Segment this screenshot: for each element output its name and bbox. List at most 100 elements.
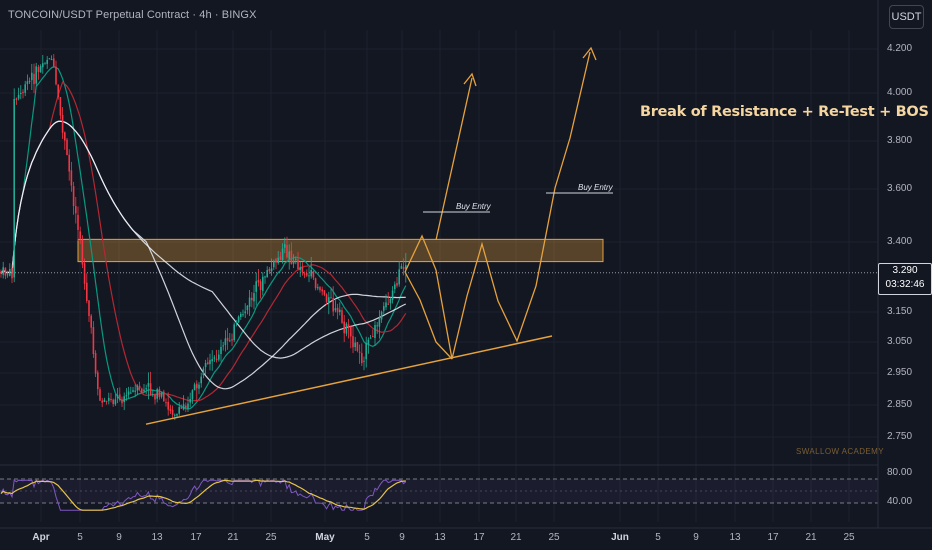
candlestick-series <box>0 54 407 421</box>
candle-body <box>35 66 37 84</box>
candle-body <box>204 363 207 368</box>
projection-path-retest <box>404 271 453 360</box>
candle-body <box>255 281 257 292</box>
candle-body <box>396 283 398 286</box>
annotation-break-of-resistance[interactable]: Break of Resistance + Re-Test + BOS <box>640 104 929 120</box>
candle-body <box>372 336 374 338</box>
candle-body <box>121 400 123 404</box>
candle-body <box>251 297 253 301</box>
candle-body <box>46 59 48 64</box>
candle-body <box>330 297 332 299</box>
candle-body <box>72 186 75 207</box>
candle-body <box>20 92 22 95</box>
candle-body <box>246 305 249 311</box>
time-tick-25-6: 25 <box>265 532 277 543</box>
candle-body <box>61 114 64 133</box>
candle-body <box>191 390 194 400</box>
candle-body <box>352 336 354 348</box>
current-price-badge: 3.290 03:32:46 <box>878 263 932 295</box>
candle-body <box>226 337 229 341</box>
candle-body <box>127 391 130 395</box>
candle-body <box>257 279 260 283</box>
candle-body <box>158 389 161 398</box>
candle-body <box>202 368 205 376</box>
candle-body <box>123 396 125 403</box>
candle-body <box>189 398 191 403</box>
candle-body <box>0 271 2 274</box>
candle-body <box>345 323 348 334</box>
candle-body <box>143 389 145 392</box>
candle-body <box>339 309 341 313</box>
candle-body <box>224 338 227 345</box>
candle-body <box>209 360 211 365</box>
candle-body <box>308 275 310 277</box>
candle-body <box>165 402 167 404</box>
time-tick-13-10: 13 <box>434 532 446 543</box>
candle-body <box>284 244 286 248</box>
arrowhead-1 <box>463 72 477 87</box>
candle-body <box>94 353 97 374</box>
candle-body <box>347 324 350 329</box>
candle-body <box>66 139 68 156</box>
candle-body <box>185 405 187 409</box>
candle-body <box>28 80 31 82</box>
buy-entry-label-1[interactable]: Buy Entry <box>456 202 491 211</box>
candle-body <box>398 269 400 285</box>
candle-body <box>156 389 158 399</box>
time-tick-9-16: 9 <box>693 532 699 543</box>
candle-body <box>288 251 290 259</box>
candle-body <box>119 394 121 401</box>
candle-body <box>55 66 57 85</box>
candle-body <box>211 359 213 362</box>
candle-body <box>105 400 108 402</box>
time-tick-25-20: 25 <box>843 532 855 543</box>
current-price-value: 3.290 <box>892 265 918 276</box>
candle-body <box>264 276 266 278</box>
currency-button[interactable]: USDT <box>889 5 924 29</box>
candle-body <box>26 81 29 85</box>
candle-body <box>343 321 345 334</box>
candle-body <box>374 325 376 339</box>
candle-body <box>59 97 62 116</box>
time-tick-9-2: 9 <box>116 532 122 543</box>
candle-body <box>215 358 218 361</box>
candle-body <box>286 245 288 258</box>
candle-body <box>235 321 238 324</box>
candle-body <box>4 267 7 276</box>
buy-entry-label-2[interactable]: Buy Entry <box>578 183 613 192</box>
candle-body <box>358 351 361 353</box>
candle-body <box>325 294 328 302</box>
candle-body <box>332 298 334 312</box>
resistance-zone-layer <box>0 238 878 274</box>
candle-body <box>152 394 154 396</box>
candle-body <box>44 63 46 65</box>
candle-body <box>319 287 321 291</box>
candle-body <box>97 372 99 390</box>
projection-layer <box>145 46 613 425</box>
candle-body <box>248 297 251 307</box>
ma-medium <box>0 81 407 402</box>
price-tick-2.750: 2.750 <box>887 431 913 442</box>
candle-body <box>385 302 387 308</box>
candle-body <box>92 327 95 355</box>
candle-body <box>42 63 44 68</box>
candle-body <box>17 94 20 99</box>
candle-body <box>270 268 273 272</box>
projection-path-breakout <box>435 77 473 241</box>
candle-body <box>37 67 40 73</box>
candle-body <box>312 270 315 278</box>
candle-body <box>147 383 150 387</box>
time-tick-5-1: 5 <box>77 532 83 543</box>
candle-body <box>391 290 394 301</box>
time-tick-17-18: 17 <box>767 532 779 543</box>
candle-body <box>138 385 141 389</box>
candle-body <box>231 339 233 341</box>
candle-body <box>134 390 136 392</box>
candle-body <box>169 408 172 412</box>
time-tick-21-19: 21 <box>805 532 817 543</box>
time-tick-17-4: 17 <box>190 532 202 543</box>
candle-body <box>279 256 282 260</box>
chart-grid <box>0 30 878 522</box>
candle-body <box>376 325 378 327</box>
